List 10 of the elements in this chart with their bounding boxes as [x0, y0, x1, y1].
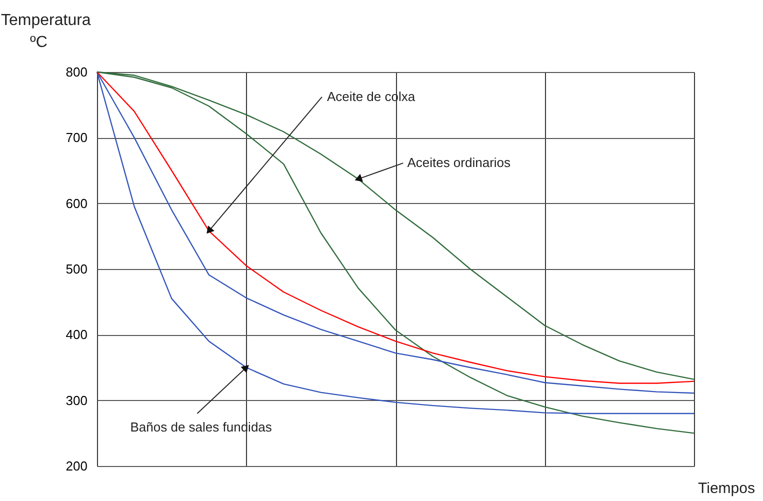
y-tick-label: 600 [66, 196, 88, 211]
x-axis-title: Tiempos [698, 480, 755, 497]
annotation: Aceites ordinarios [407, 155, 512, 170]
y-tick-label: 400 [66, 327, 88, 342]
y-tick-label: 700 [66, 130, 88, 146]
y-tick-label: 300 [66, 392, 88, 408]
y-tick-label: 800 [66, 64, 88, 80]
y-axis-title: Temperatura ºC [1, 12, 91, 51]
y-tick-label: 200 [66, 458, 88, 474]
y-tick-label: 500 [66, 262, 88, 276]
